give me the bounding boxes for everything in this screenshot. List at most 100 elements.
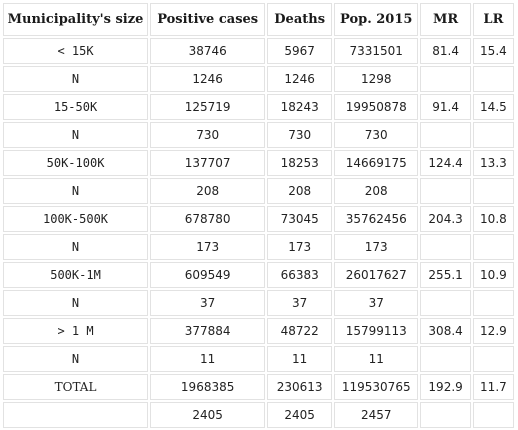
table-row: N 1246 1246 1298 <box>3 66 514 92</box>
cell-mr <box>420 290 471 316</box>
cell-population: 11 <box>334 346 419 372</box>
cell-positive-cases: 125719 <box>150 94 266 120</box>
cell-deaths: 66383 <box>267 262 333 288</box>
cell-size: < 15K <box>3 38 149 64</box>
cell-mr: 91.4 <box>420 94 471 120</box>
header-row: Municipality's size Positive cases Death… <box>3 3 514 36</box>
table-body: < 15K 38746 5967 7331501 81.4 15.4 N 124… <box>3 38 514 428</box>
cell-lr <box>472 402 514 428</box>
total-n-row: 2405 2405 2457 <box>3 402 514 428</box>
cell-mr: 192.9 <box>420 374 471 400</box>
cell-population: 2457 <box>334 402 419 428</box>
cell-lr <box>472 178 514 204</box>
cell-lr <box>472 234 514 260</box>
cell-population: 730 <box>334 122 419 148</box>
cell-population: 7331501 <box>334 38 419 64</box>
cell-population: 19950878 <box>334 94 419 120</box>
cell-size <box>3 402 149 428</box>
cell-size: N <box>3 66 149 92</box>
cell-positive-cases: 1968385 <box>150 374 266 400</box>
cell-positive-cases: 137707 <box>150 150 266 176</box>
cell-lr: 12.9 <box>472 318 514 344</box>
cell-lr <box>472 122 514 148</box>
cell-mr <box>420 178 471 204</box>
cell-positive-cases: 37 <box>150 290 266 316</box>
table-row: N 11 11 11 <box>3 346 514 372</box>
cell-mr: 204.3 <box>420 206 471 232</box>
cell-mr <box>420 122 471 148</box>
cell-size: N <box>3 122 149 148</box>
cell-size: 100K-500K <box>3 206 149 232</box>
table-header: Municipality's size Positive cases Death… <box>3 3 514 36</box>
cell-size: N <box>3 290 149 316</box>
table-row: 15-50K 125719 18243 19950878 91.4 14.5 <box>3 94 514 120</box>
cell-deaths: 730 <box>267 122 333 148</box>
table-row: N 208 208 208 <box>3 178 514 204</box>
cell-deaths: 37 <box>267 290 333 316</box>
cell-mr <box>420 402 471 428</box>
cell-population: 119530765 <box>334 374 419 400</box>
table-row: 100K-500K 678780 73045 35762456 204.3 10… <box>3 206 514 232</box>
table-row: N 730 730 730 <box>3 122 514 148</box>
table-row: < 15K 38746 5967 7331501 81.4 15.4 <box>3 38 514 64</box>
header-population-2015: Pop. 2015 <box>334 3 419 36</box>
cell-size: 50K-100K <box>3 150 149 176</box>
cell-lr: 10.9 <box>472 262 514 288</box>
cell-positive-cases: 208 <box>150 178 266 204</box>
cell-lr <box>472 66 514 92</box>
cell-population: 15799113 <box>334 318 419 344</box>
cell-deaths: 208 <box>267 178 333 204</box>
cell-lr <box>472 290 514 316</box>
cell-size: 15-50K <box>3 94 149 120</box>
cell-positive-cases: 38746 <box>150 38 266 64</box>
cell-population: 1298 <box>334 66 419 92</box>
cell-mr: 81.4 <box>420 38 471 64</box>
cell-deaths: 173 <box>267 234 333 260</box>
cell-deaths: 2405 <box>267 402 333 428</box>
cell-positive-cases: 678780 <box>150 206 266 232</box>
cell-lr <box>472 346 514 372</box>
cell-population: 37 <box>334 290 419 316</box>
cell-mr <box>420 234 471 260</box>
cell-positive-cases: 1246 <box>150 66 266 92</box>
header-mr: MR <box>420 3 471 36</box>
cell-lr: 14.5 <box>472 94 514 120</box>
cell-positive-cases: 2405 <box>150 402 266 428</box>
header-municipality-size: Municipality's size <box>3 3 149 36</box>
table-row: 500K-1M 609549 66383 26017627 255.1 10.9 <box>3 262 514 288</box>
cell-deaths: 11 <box>267 346 333 372</box>
cell-size: N <box>3 178 149 204</box>
cell-mr <box>420 66 471 92</box>
cell-size: 500K-1M <box>3 262 149 288</box>
cell-deaths: 1246 <box>267 66 333 92</box>
total-row: TOTAL 1968385 230613 119530765 192.9 11.… <box>3 374 514 400</box>
cell-total-label: TOTAL <box>3 374 149 400</box>
table-row: N 37 37 37 <box>3 290 514 316</box>
cell-mr: 255.1 <box>420 262 471 288</box>
cell-deaths: 18253 <box>267 150 333 176</box>
cell-positive-cases: 730 <box>150 122 266 148</box>
cell-size: N <box>3 346 149 372</box>
cell-deaths: 18243 <box>267 94 333 120</box>
cell-mr <box>420 346 471 372</box>
header-lr: LR <box>472 3 514 36</box>
cell-deaths: 230613 <box>267 374 333 400</box>
cell-population: 26017627 <box>334 262 419 288</box>
cell-population: 35762456 <box>334 206 419 232</box>
cell-positive-cases: 377884 <box>150 318 266 344</box>
cell-population: 173 <box>334 234 419 260</box>
cell-population: 208 <box>334 178 419 204</box>
cell-mr: 308.4 <box>420 318 471 344</box>
table-row: > 1 M 377884 48722 15799113 308.4 12.9 <box>3 318 514 344</box>
table-row: 50K-100K 137707 18253 14669175 124.4 13.… <box>3 150 514 176</box>
cell-positive-cases: 11 <box>150 346 266 372</box>
header-positive-cases: Positive cases <box>150 3 266 36</box>
cell-mr: 124.4 <box>420 150 471 176</box>
cell-size: > 1 M <box>3 318 149 344</box>
cell-deaths: 48722 <box>267 318 333 344</box>
cell-lr: 13.3 <box>472 150 514 176</box>
header-deaths: Deaths <box>267 3 333 36</box>
cell-deaths: 73045 <box>267 206 333 232</box>
table-row: N 173 173 173 <box>3 234 514 260</box>
